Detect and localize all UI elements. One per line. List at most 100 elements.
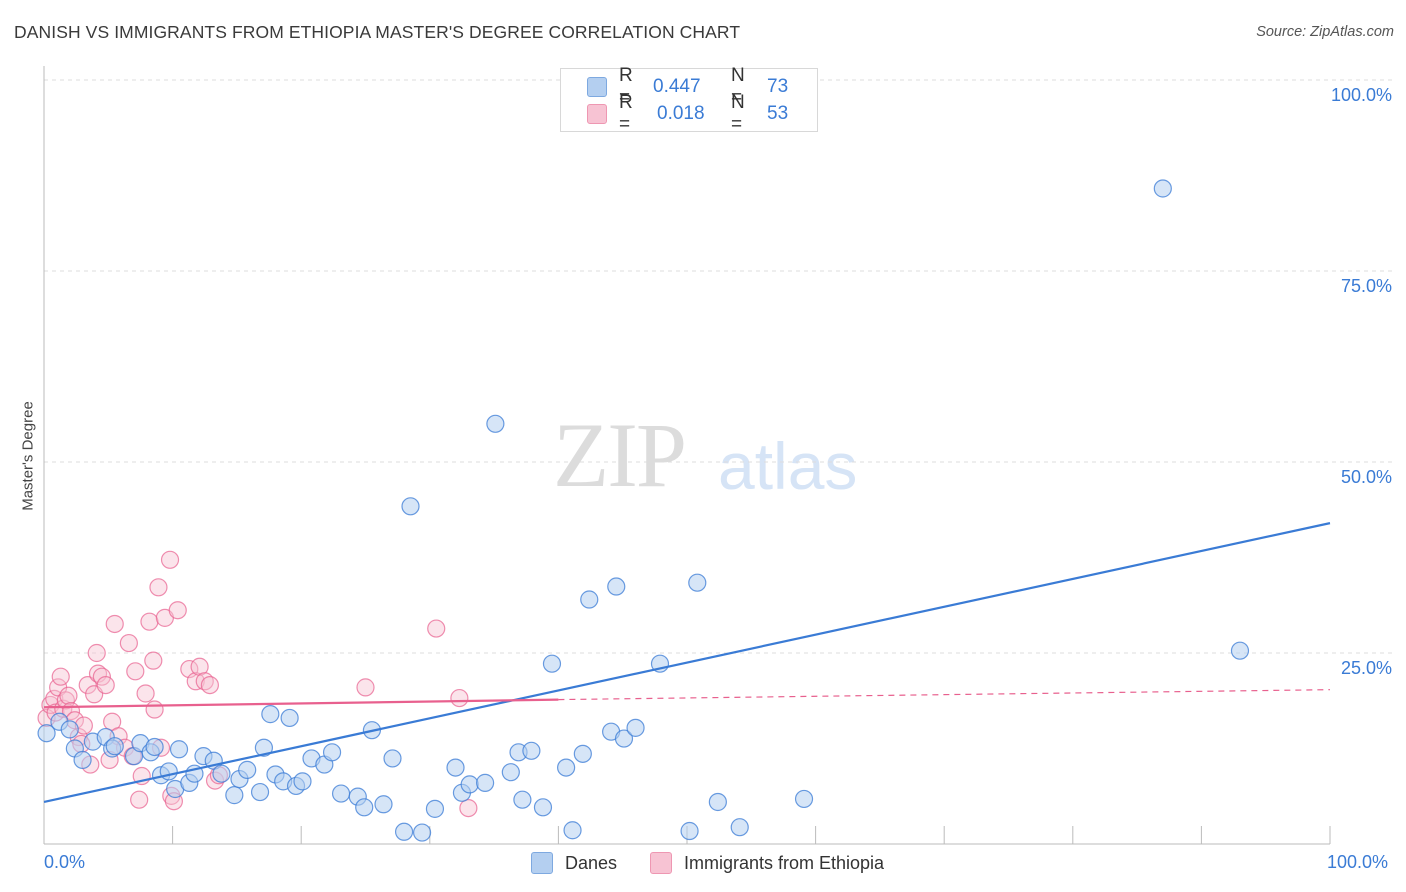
danes-legend-swatch [531,852,553,874]
y-tick-label: 75.0% [1340,276,1392,296]
danes-trend-line [43,522,1331,804]
ethiopia-point [96,675,115,695]
ethiopia-legend-swatch [650,852,672,874]
danes-point [374,795,393,814]
danes-point [557,758,576,777]
danes-point [225,786,244,805]
ethiopia-point [160,550,180,569]
danes-point [73,750,92,770]
danes-point [460,775,479,794]
danes-point [542,654,562,673]
danes-point [563,821,582,840]
danes-point [573,744,592,763]
danes-point [1230,641,1250,660]
ethiopia-trend-line [43,698,559,709]
danes-point [322,743,342,762]
danes-point [475,773,495,792]
ethiopia-point [130,790,149,809]
danes-point [280,708,299,728]
danes-point [730,818,749,837]
danes-point [708,792,727,812]
x-tick-label-max: 100.0% [1327,852,1389,872]
danes-point [680,821,699,841]
danes-point [794,789,814,809]
y-tick-label: 25.0% [1340,658,1392,678]
r-value: 0.447 [653,76,701,97]
ethiopia-point [105,614,124,634]
danes-point [401,497,420,516]
danes-point [169,740,189,759]
danes-point [261,705,280,724]
y-tick-label: 100.0% [1330,85,1392,105]
danes-point [412,823,432,842]
danes-point [626,718,645,737]
legend-item-ethiopia: Immigrants from Ethiopia [650,852,884,874]
danes-point [238,760,257,779]
danes-point [425,799,445,818]
danes-point [614,729,634,748]
ethiopia-point [459,798,478,818]
correlation-legend: R = 0.447 N = 73 R = 0.018 N = 53 [560,65,818,135]
ethiopia-point [168,601,187,620]
danes-point [688,573,707,592]
ethiopia-swatch [587,104,607,124]
ethiopia-point [87,643,106,663]
danes-point [383,749,402,768]
ethiopia-trend-line-extension [558,689,1331,701]
ethiopia-point [145,700,164,719]
danes-point [331,784,351,803]
n-value: 73 [767,76,789,97]
series-legend: Danes Immigrants from Ethiopia [0,852,1406,876]
danes-point [212,764,231,783]
danes-point [60,720,79,739]
ethiopia-legend-label: Immigrants from Ethiopia [684,852,885,873]
danes-point [37,724,56,743]
ethiopia-point [92,667,111,686]
ethiopia-point [144,651,163,670]
danes-point [254,738,274,757]
danes-point [355,798,374,817]
ethiopia-point [119,633,138,653]
danes-legend-label: Danes [565,852,618,873]
danes-point [501,763,520,782]
watermark-atlas: atlas [718,429,858,503]
danes-point [159,762,178,781]
r-label: R = [619,92,633,135]
ethiopia-point [427,619,446,638]
n-label: N = [731,65,745,108]
ethiopia-point [78,675,97,695]
ethiopia-point [126,662,145,681]
danes-point [486,414,505,433]
n-value: 53 [767,103,789,124]
ethiopia-point [140,612,159,631]
danes-point [145,737,164,757]
ethiopia-point [59,686,78,705]
ethiopia-point [136,684,155,703]
danes-point [394,822,414,841]
watermark-zip: ZIP [553,404,687,506]
danes-point [522,741,541,760]
source-label: Source: ZipAtlas.com [1256,24,1394,40]
ethiopia-point [51,667,70,686]
n-label: N = [731,92,745,135]
danes-point [293,772,312,791]
r-value: 0.018 [657,103,705,124]
danes-point [513,790,532,809]
danes-point [1153,179,1172,198]
x-tick-label-min: 0.0% [44,852,86,872]
danes-point [533,798,553,817]
r-label: R = [619,65,633,108]
legend-item-danes: Danes [531,852,617,874]
ethiopia-point [450,688,469,708]
chart-title: DANISH VS IMMIGRANTS FROM ETHIOPIA MASTE… [14,22,741,42]
danes-point [580,590,599,609]
ethiopia-point [200,675,219,695]
danes-point [446,758,465,777]
danes-point [105,737,124,756]
y-tick-label: 50.0% [1340,467,1392,487]
danes-point [250,782,270,802]
danes-point [607,577,626,596]
ethiopia-point [356,678,375,697]
ethiopia-point [149,578,168,597]
